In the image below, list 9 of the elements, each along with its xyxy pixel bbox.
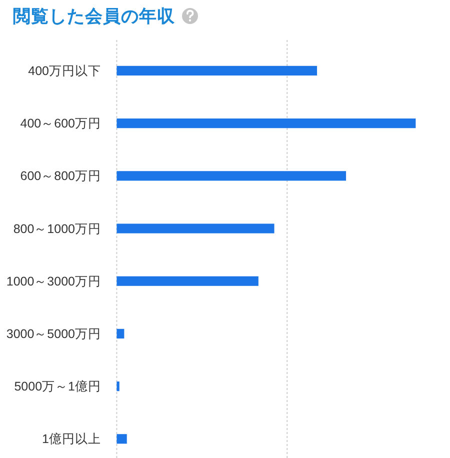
y-tick-label: 3000～5000万円 bbox=[6, 327, 101, 341]
y-tick-label: 1000～3000万円 bbox=[6, 274, 101, 288]
y-tick-label: 1億円以上 bbox=[42, 432, 101, 446]
y-tick-label: 800～1000万円 bbox=[13, 222, 101, 236]
y-tick-label: 400～600万円 bbox=[20, 116, 101, 131]
title: 閲覧した会員の年収 bbox=[13, 6, 175, 26]
y-tick-label: 600～800万円 bbox=[20, 169, 101, 184]
y-tick-label: 5000万～1億円 bbox=[14, 380, 101, 394]
y-tick-label: 400万円以下 bbox=[28, 64, 101, 78]
